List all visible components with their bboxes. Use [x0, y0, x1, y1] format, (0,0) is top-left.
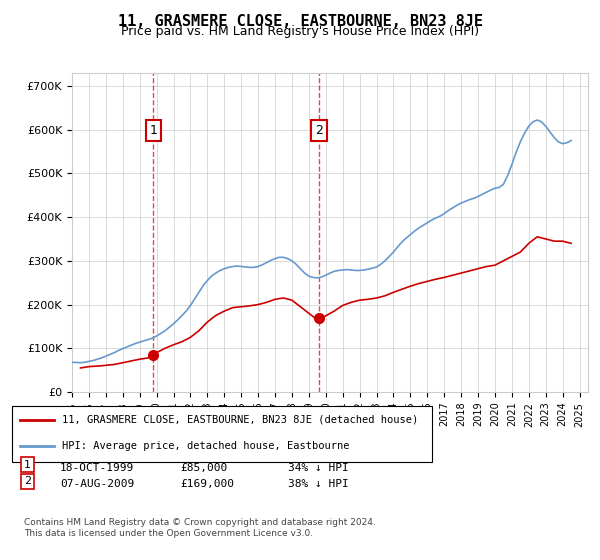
Text: 18-OCT-1999: 18-OCT-1999 [60, 463, 134, 473]
Text: 1: 1 [149, 124, 157, 137]
Text: 2: 2 [315, 124, 323, 137]
FancyBboxPatch shape [12, 406, 432, 462]
Text: 34% ↓ HPI: 34% ↓ HPI [288, 463, 349, 473]
Text: Price paid vs. HM Land Registry's House Price Index (HPI): Price paid vs. HM Land Registry's House … [121, 25, 479, 38]
Text: 11, GRASMERE CLOSE, EASTBOURNE, BN23 8JE (detached house): 11, GRASMERE CLOSE, EASTBOURNE, BN23 8JE… [62, 415, 419, 425]
Text: 2: 2 [24, 477, 31, 487]
Text: 11, GRASMERE CLOSE, EASTBOURNE, BN23 8JE: 11, GRASMERE CLOSE, EASTBOURNE, BN23 8JE [118, 14, 482, 29]
Text: 07-AUG-2009: 07-AUG-2009 [60, 479, 134, 489]
Text: Contains HM Land Registry data © Crown copyright and database right 2024.
This d: Contains HM Land Registry data © Crown c… [24, 518, 376, 538]
Text: 38% ↓ HPI: 38% ↓ HPI [288, 479, 349, 489]
Text: HPI: Average price, detached house, Eastbourne: HPI: Average price, detached house, East… [62, 441, 350, 451]
Text: £169,000: £169,000 [180, 479, 234, 489]
Text: £85,000: £85,000 [180, 463, 227, 473]
Text: 1: 1 [24, 460, 31, 470]
